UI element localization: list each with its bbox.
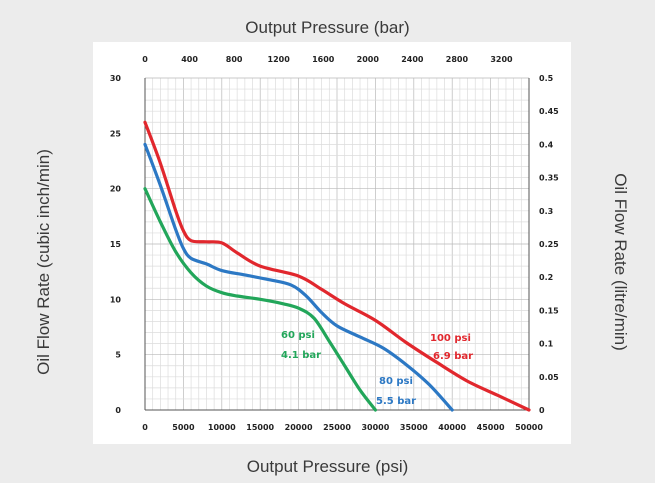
x-tick-label: 40000	[438, 423, 466, 432]
y-tick-label: 30	[110, 74, 122, 83]
x-tick-label: 20000	[285, 423, 313, 432]
bottom-axis-title: Output Pressure (psi)	[246, 457, 409, 476]
top-axis-title: Output Pressure (bar)	[245, 18, 410, 37]
flow-pressure-chart: 0 5000 10000 15000 20000 25000 30000 35000 40000…	[110, 55, 559, 432]
y2-tick-label: 0.4	[539, 140, 554, 149]
x2-tick-label: 3200	[490, 55, 513, 64]
x2-tick-label: 800	[226, 55, 243, 64]
x2-tick-label: 1600	[312, 55, 335, 64]
x-tick-label: 35000	[400, 423, 428, 432]
y-tick-label: 25	[110, 129, 122, 138]
series-line-80psi	[143, 142, 454, 412]
y-tick-label: 0	[115, 406, 121, 415]
y2-tick-label: 0.05	[539, 373, 559, 382]
x2-tick-label: 2800	[446, 55, 469, 64]
x-tick-label: 10000	[208, 423, 236, 432]
x2-tick-label: 2000	[357, 55, 380, 64]
curve-label-60psi: 4.1 bar	[281, 350, 321, 361]
y2-tick-label: 0.1	[539, 340, 554, 349]
y2-tick-label: 0.25	[539, 240, 559, 249]
right-axis-title: Oil Flow Rate (litre/min)	[611, 173, 630, 351]
curve-label-100psi: 6.9 bar	[433, 351, 473, 362]
x-tick-label: 25000	[323, 423, 351, 432]
left-axis-title: Oil Flow Rate (cubic inch/min)	[34, 149, 53, 375]
x2-tick-label: 1200	[268, 55, 291, 64]
series-line-100psi	[143, 120, 531, 412]
y2-tick-label: 0.15	[539, 306, 559, 315]
y2-tick-label: 0.3	[539, 207, 553, 216]
x-tick-label: 5000	[172, 423, 195, 432]
x-tick-label: 0	[142, 423, 148, 432]
y-tick-label: 5	[115, 351, 121, 360]
x2-tick-label: 2400	[401, 55, 424, 64]
y2-tick-label: 0.2	[539, 273, 553, 282]
y-tick-label: 20	[110, 185, 122, 194]
x2-tick-label: 0	[142, 55, 148, 64]
y2-tick-label: 0.35	[539, 174, 559, 183]
curve-label-80psi: 5.5 bar	[376, 396, 416, 407]
x-tick-label: 15000	[246, 423, 274, 432]
series-line-60psi	[143, 187, 377, 412]
y2-tick-label: 0.5	[539, 74, 554, 83]
x-tick-label: 30000	[361, 423, 389, 432]
y2-tick-label: 0	[539, 406, 545, 415]
curve-label-80psi: 80 psi	[379, 376, 413, 387]
chart-panel: 0 5000 10000 15000 20000 25000 30000 35000 40000…	[93, 42, 571, 444]
y-tick-label: 15	[110, 240, 122, 249]
x-tick-label: 50000	[515, 423, 543, 432]
y-tick-label: 10	[110, 295, 122, 304]
x-tick-label: 45000	[477, 423, 505, 432]
curve-label-60psi: 60 psi	[281, 330, 315, 341]
curve-label-100psi: 100 psi	[430, 333, 471, 344]
y2-tick-label: 0.45	[539, 107, 559, 116]
x2-tick-label: 400	[181, 55, 198, 64]
